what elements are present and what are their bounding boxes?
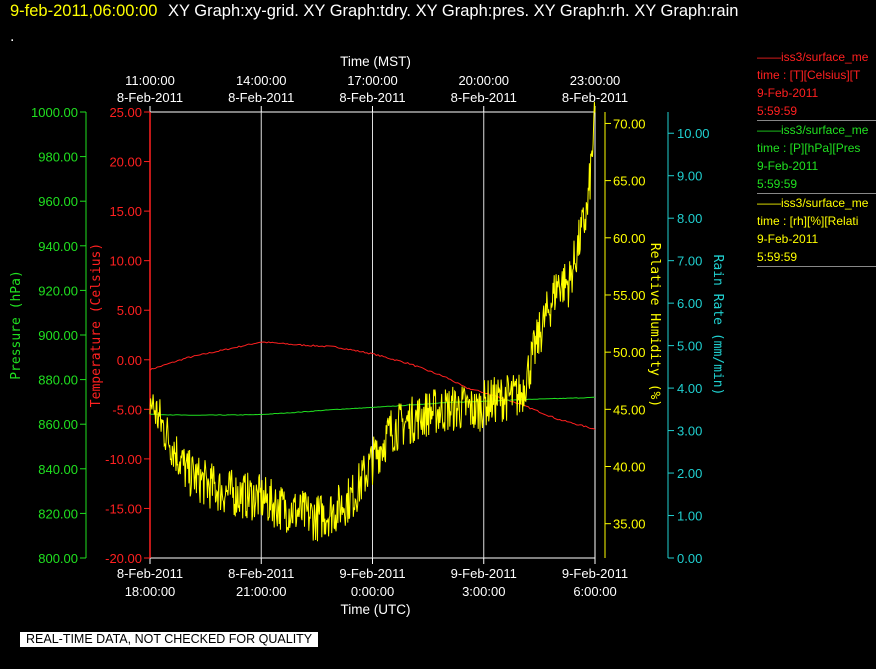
header-graph-list: XY Graph:xy-grid. XY Graph:tdry. XY Grap… [168, 2, 739, 20]
header-dot: . [10, 28, 15, 45]
y-tick-label-rain: 7.00 [677, 254, 702, 269]
y-tick-label-rain: 4.00 [677, 381, 702, 396]
header-timestamp: 9-feb-2011,06:00:00 [10, 2, 158, 20]
top-tick-date: 8-Feb-2011 [562, 90, 628, 105]
y-tick-label-temp: 25.00 [109, 105, 142, 120]
y-tick-label-pres: 800.00 [38, 551, 78, 566]
bottom-tick-label: 6:00:00 [573, 584, 616, 599]
y-tick-label-rh: 70.00 [613, 116, 646, 131]
y-axis-title-pres: Pressure (hPa) [9, 270, 24, 380]
y-tick-label-pres: 900.00 [38, 328, 78, 343]
legend-time: 5:59:59 [757, 175, 876, 194]
y-tick-label-temp: 20.00 [109, 155, 142, 170]
y-tick-label-rain: 0.00 [677, 551, 702, 566]
y-tick-label-pres: 820.00 [38, 506, 78, 521]
bottom-tick-date: 8-Feb-2011 [117, 566, 183, 581]
y-tick-label-pres: 960.00 [38, 194, 78, 209]
y-tick-label-rain: 6.00 [677, 296, 702, 311]
y-tick-label-rain: 2.00 [677, 466, 702, 481]
y-tick-label-temp: -15.00 [105, 501, 142, 516]
legend-panel: ——iss3/surface_me time : [T][Celsius][T 9-… [757, 48, 876, 267]
legend-date: 9-Feb-2011 [757, 159, 819, 173]
top-tick-label: 23:00:00 [570, 73, 621, 88]
y-tick-label-rh: 60.00 [613, 231, 646, 246]
bottom-tick-label: 18:00:00 [125, 584, 176, 599]
y-tick-label-pres: 860.00 [38, 417, 78, 432]
y-tick-label-rain: 9.00 [677, 169, 702, 184]
y-tick-label-rain: 10.00 [677, 126, 710, 141]
legend-source: ——iss3/surface_me [757, 123, 869, 137]
legend-source: ——iss3/surface_me [757, 50, 869, 64]
legend-date: 9-Feb-2011 [757, 86, 819, 100]
top-tick-label: 20:00:00 [458, 73, 509, 88]
y-tick-label-temp: -10.00 [105, 452, 142, 467]
y-tick-label-rain: 3.00 [677, 424, 702, 439]
bottom-tick-label: 21:00:00 [236, 584, 287, 599]
y-tick-label-rain: 8.00 [677, 211, 702, 226]
y-tick-label-rain: 5.00 [677, 339, 702, 354]
y-tick-label-temp: 10.00 [109, 254, 142, 269]
y-axis-title-rain: Rain Rate (mm/min) [710, 255, 725, 396]
y-tick-label-temp: -5.00 [112, 402, 142, 417]
top-tick-label: 14:00:00 [236, 73, 287, 88]
series-line-rh [149, 101, 596, 542]
top-tick-date: 8-Feb-2011 [117, 90, 183, 105]
legend-date: 9-Feb-2011 [757, 232, 819, 246]
quality-banner: REAL-TIME DATA, NOT CHECKED FOR QUALITY [20, 632, 319, 647]
top-header: 9-feb-2011,06:00:00 XY Graph:xy-grid. XY… [10, 2, 738, 21]
y-tick-label-temp: -20.00 [105, 551, 142, 566]
y-axis-title-rh: Relative Humidity (%) [647, 243, 662, 407]
y-tick-label-pres: 880.00 [38, 373, 78, 388]
y-tick-label-rh: 40.00 [613, 460, 646, 475]
y-tick-label-temp: 5.00 [117, 303, 142, 318]
y-tick-label-rh: 65.00 [613, 174, 646, 189]
y-tick-label-rain: 1.00 [677, 509, 702, 524]
legend-time: 5:59:59 [757, 248, 876, 267]
y-tick-label-pres: 980.00 [38, 150, 78, 165]
y-tick-label-rh: 35.00 [613, 517, 646, 532]
legend-fields: time : [P][hPa][Pres [757, 141, 861, 155]
legend-fields: time : [rh][%][Relati [757, 214, 859, 228]
y-tick-label-pres: 1000.00 [31, 105, 78, 120]
bottom-axis-title: Time (UTC) [341, 602, 411, 617]
top-tick-date: 8-Feb-2011 [339, 90, 405, 105]
top-tick-date: 8-Feb-2011 [228, 90, 294, 105]
top-axis-title: Time (MST) [340, 54, 411, 69]
top-tick-label: 11:00:00 [125, 73, 175, 88]
y-axis-title-temp: Temperature (Celsius) [89, 243, 104, 407]
bottom-tick-label: 3:00:00 [462, 584, 505, 599]
y-tick-label-rh: 55.00 [613, 288, 646, 303]
y-tick-label-temp: 15.00 [109, 204, 142, 219]
y-tick-label-pres: 840.00 [38, 462, 78, 477]
y-tick-label-rh: 45.00 [613, 402, 646, 417]
legend-source: ——iss3/surface_me [757, 196, 869, 210]
legend-time: 5:59:59 [757, 102, 876, 121]
bottom-tick-date: 9-Feb-2011 [451, 566, 517, 581]
top-tick-date: 8-Feb-2011 [451, 90, 517, 105]
bottom-tick-label: 0:00:00 [351, 584, 394, 599]
legend-fields: time : [T][Celsius][T [757, 68, 861, 82]
y-tick-label-pres: 920.00 [38, 283, 78, 298]
bottom-tick-date: 9-Feb-2011 [562, 566, 628, 581]
y-tick-label-pres: 940.00 [38, 239, 78, 254]
bottom-tick-date: 9-Feb-2011 [339, 566, 405, 581]
y-tick-label-rh: 50.00 [613, 345, 646, 360]
y-tick-label-temp: 0.00 [117, 353, 142, 368]
top-tick-label: 17:00:00 [347, 73, 398, 88]
bottom-tick-date: 8-Feb-2011 [228, 566, 294, 581]
